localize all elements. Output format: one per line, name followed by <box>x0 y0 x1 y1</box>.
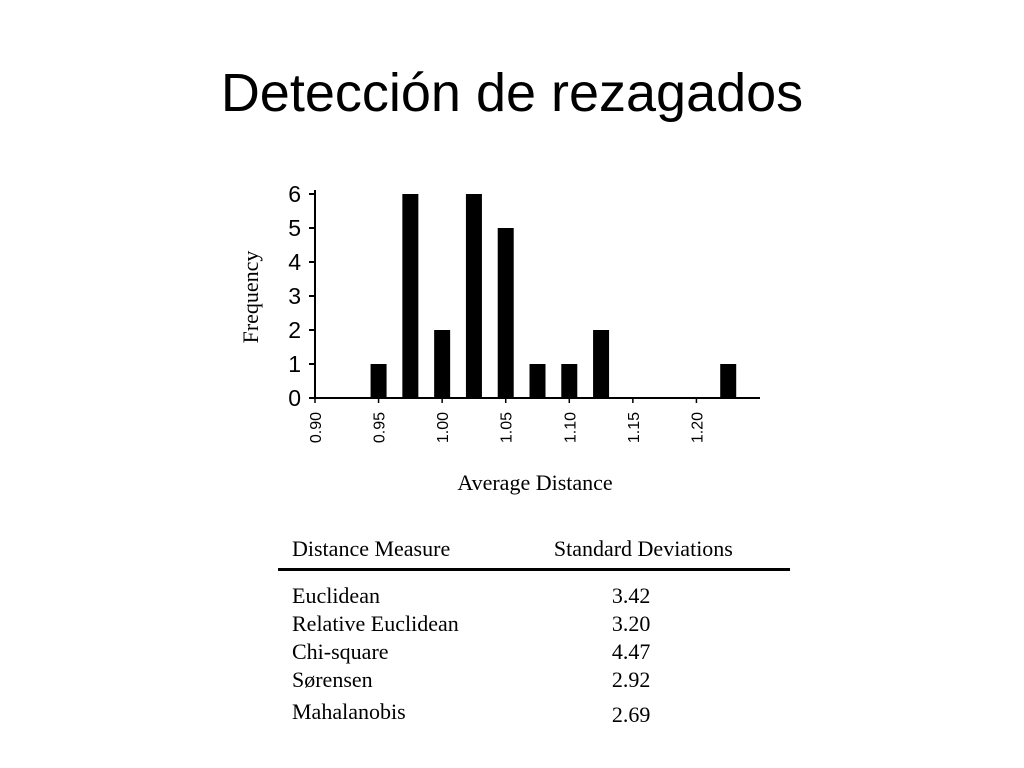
histogram-bar <box>370 364 387 398</box>
histogram-bar <box>561 364 578 398</box>
x-tick-label: 1.05 <box>499 412 516 443</box>
table-row: Relative Euclidean 3.20 <box>278 610 790 638</box>
histogram-bar <box>720 364 737 398</box>
header-standard-deviations: Standard Deviations <box>503 532 790 571</box>
x-tick-label: 1.10 <box>562 412 579 443</box>
x-tick-label: 1.15 <box>626 412 643 443</box>
x-tick-label: 0.90 <box>308 412 325 443</box>
sd-cell: 2.92 <box>611 667 651 692</box>
chart-bars <box>370 194 737 398</box>
y-tick-label: 6 <box>288 181 301 207</box>
y-tick-label: 2 <box>288 317 301 343</box>
measure-cell: Euclidean <box>292 583 380 608</box>
x-tick-labels: 0.90 0.95 1.00 1.05 1.10 1.15 1.20 <box>308 412 706 443</box>
table-header-row: Distance Measure Standard Deviations <box>278 532 790 571</box>
table-row: Sørensen 2.92 <box>278 666 790 694</box>
measure-cell: Chi-square <box>292 639 389 664</box>
measure-cell: Sørensen <box>292 667 373 692</box>
x-tick-label: 1.00 <box>435 412 452 443</box>
histogram-bar <box>465 194 482 398</box>
distance-measure-table: Distance Measure Standard Deviations Euc… <box>278 532 790 729</box>
table-row: Chi-square 4.47 <box>278 638 790 666</box>
x-axis-label: Average Distance <box>457 470 612 495</box>
measure-cell: Mahalanobis <box>292 698 406 724</box>
sd-cell: 3.42 <box>611 583 651 608</box>
histogram-bar <box>529 364 546 398</box>
y-tick-label: 3 <box>288 283 301 309</box>
x-tick-label: 0.95 <box>372 412 389 443</box>
y-axis-label: Frequency <box>238 251 263 344</box>
sd-cell: 2.69 <box>611 702 651 727</box>
histogram-chart: 0 1 2 3 4 5 6 0.90 0.95 1.00 1.05 1.10 1.15 1.20 Fre… <box>238 181 760 495</box>
y-tick-label: 5 <box>288 215 301 241</box>
histogram-bar <box>593 330 610 398</box>
histogram-bar <box>497 228 514 398</box>
table-row: Mahalanobis 2.69 <box>278 694 790 729</box>
measure-cell: Relative Euclidean <box>292 611 459 636</box>
histogram-bar <box>402 194 419 398</box>
slide-title: Detección de rezagados <box>220 63 804 123</box>
sd-cell: 3.20 <box>611 611 651 636</box>
histogram-bar <box>434 330 451 398</box>
y-tick-label: 4 <box>288 249 301 275</box>
y-tick-label: 0 <box>288 385 301 411</box>
y-tick-labels: 0 1 2 3 4 5 6 <box>288 181 301 411</box>
sd-cell: 4.47 <box>611 639 651 664</box>
y-tick-label: 1 <box>288 351 301 377</box>
x-tick-label: 1.20 <box>689 412 706 443</box>
header-distance-measure: Distance Measure <box>278 532 504 571</box>
table-row: Euclidean 3.42 <box>278 570 790 611</box>
